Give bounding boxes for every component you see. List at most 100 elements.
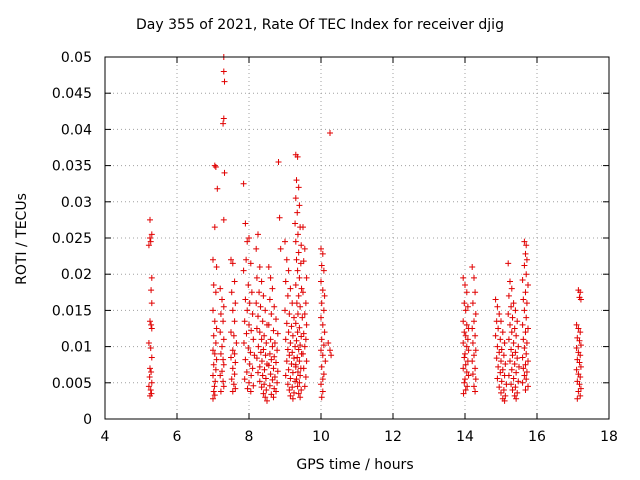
data-point bbox=[220, 356, 227, 363]
data-point bbox=[520, 365, 527, 372]
data-point bbox=[246, 300, 253, 307]
data-point bbox=[462, 387, 469, 394]
data-point bbox=[508, 381, 515, 388]
data-point bbox=[574, 395, 581, 402]
data-point bbox=[243, 256, 250, 263]
data-point bbox=[295, 346, 302, 353]
data-point bbox=[319, 388, 326, 395]
data-point bbox=[242, 356, 249, 363]
data-point bbox=[319, 321, 326, 328]
data-point bbox=[212, 339, 219, 346]
data-point bbox=[511, 360, 518, 367]
data-point bbox=[496, 349, 503, 356]
data-point bbox=[498, 358, 504, 365]
data-point bbox=[319, 352, 326, 359]
data-point bbox=[287, 339, 294, 346]
data-point bbox=[148, 368, 155, 375]
data-point bbox=[318, 394, 325, 401]
data-point bbox=[472, 365, 479, 372]
data-point bbox=[245, 282, 252, 289]
data-point bbox=[214, 185, 221, 192]
data-point bbox=[525, 282, 531, 289]
data-point bbox=[253, 274, 260, 281]
data-point bbox=[220, 336, 227, 343]
data-point bbox=[463, 343, 470, 350]
data-point bbox=[243, 330, 250, 337]
data-point bbox=[285, 329, 292, 336]
data-point bbox=[575, 388, 582, 395]
data-point bbox=[249, 365, 256, 372]
data-point bbox=[274, 368, 281, 375]
data-point bbox=[249, 311, 256, 318]
data-point bbox=[303, 274, 310, 281]
data-point bbox=[271, 339, 278, 346]
data-point bbox=[525, 383, 531, 390]
data-point bbox=[148, 300, 155, 307]
data-point bbox=[320, 371, 327, 378]
data-point bbox=[471, 274, 477, 281]
data-point bbox=[508, 346, 515, 353]
data-point bbox=[145, 242, 152, 249]
data-point bbox=[301, 383, 308, 390]
data-point bbox=[241, 376, 248, 383]
data-point bbox=[247, 260, 254, 267]
data-point bbox=[229, 260, 236, 267]
data-point bbox=[283, 320, 290, 327]
data-point bbox=[231, 350, 238, 357]
data-point bbox=[221, 169, 228, 176]
data-point bbox=[266, 382, 273, 389]
data-point bbox=[255, 313, 261, 320]
data-point bbox=[469, 300, 476, 307]
data-point bbox=[505, 336, 512, 343]
data-point bbox=[291, 314, 297, 321]
data-point bbox=[522, 250, 529, 257]
data-point bbox=[464, 336, 471, 343]
data-point bbox=[217, 350, 224, 357]
data-point bbox=[231, 371, 238, 378]
data-point bbox=[210, 388, 217, 395]
y-tick-label: 0.05 bbox=[61, 50, 92, 66]
data-point bbox=[274, 379, 281, 386]
data-point bbox=[219, 296, 225, 303]
data-point bbox=[291, 355, 297, 362]
data-point bbox=[264, 397, 270, 404]
data-point bbox=[230, 332, 237, 339]
data-point bbox=[514, 355, 521, 362]
data-point bbox=[220, 115, 227, 122]
data-point bbox=[229, 307, 236, 314]
data-point bbox=[523, 314, 530, 321]
data-point bbox=[510, 300, 517, 307]
data-point bbox=[287, 375, 294, 382]
data-point bbox=[289, 395, 296, 402]
data-point bbox=[500, 387, 507, 394]
data-point bbox=[261, 332, 268, 339]
data-point bbox=[256, 363, 263, 370]
data-point bbox=[232, 359, 239, 366]
data-point bbox=[297, 394, 304, 401]
data-point bbox=[469, 339, 476, 346]
data-point bbox=[220, 120, 227, 127]
data-point bbox=[219, 343, 225, 350]
data-point bbox=[211, 383, 218, 390]
data-point bbox=[258, 358, 265, 365]
data-point bbox=[513, 369, 520, 376]
data-point bbox=[217, 372, 224, 379]
data-point bbox=[210, 361, 217, 368]
data-point bbox=[498, 346, 505, 353]
data-point bbox=[464, 383, 471, 390]
data-point bbox=[292, 282, 299, 289]
data-point bbox=[522, 361, 529, 368]
data-point bbox=[508, 329, 515, 336]
data-point bbox=[494, 375, 501, 382]
data-point bbox=[472, 311, 479, 318]
data-point bbox=[523, 376, 530, 383]
data-point bbox=[148, 231, 155, 238]
data-point bbox=[515, 378, 522, 385]
data-point bbox=[511, 325, 518, 332]
data-point bbox=[250, 336, 257, 343]
data-point bbox=[212, 164, 219, 171]
data-point bbox=[292, 361, 299, 368]
data-point bbox=[508, 303, 515, 310]
data-point bbox=[494, 303, 501, 310]
data-point bbox=[462, 282, 468, 289]
